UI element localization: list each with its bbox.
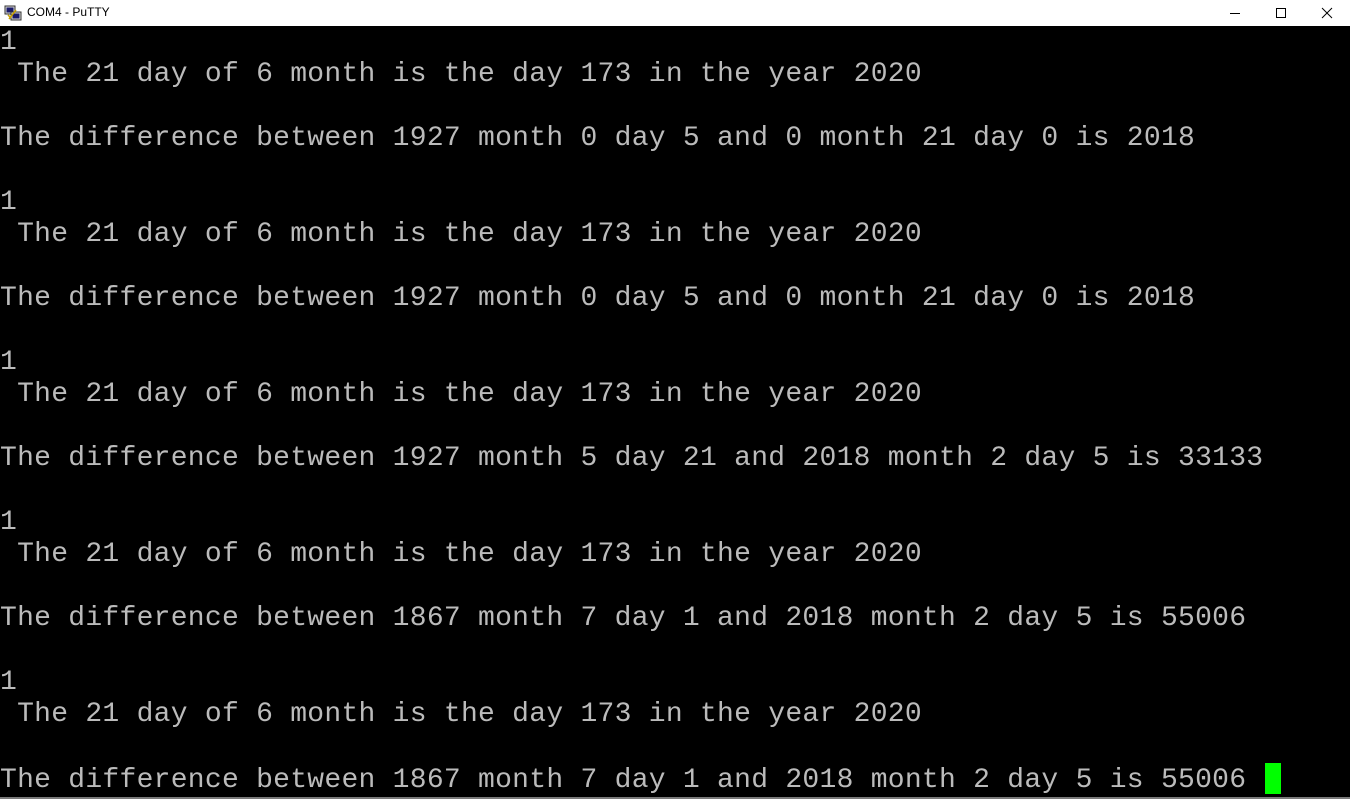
terminal-line: The 21 day of 6 month is the day 173 in … (0, 539, 922, 570)
terminal-line: The difference between 1867 month 7 day … (0, 603, 1247, 634)
close-icon (1321, 7, 1333, 19)
putty-icon[interactable] (4, 4, 22, 22)
terminal-line: The 21 day of 6 month is the day 173 in … (0, 59, 922, 90)
text-cursor (1265, 763, 1282, 794)
terminal-line: 1 (0, 667, 18, 698)
terminal-line: The difference between 1927 month 5 day … (0, 443, 1264, 474)
terminal-line: 1 (0, 187, 18, 218)
close-button[interactable] (1304, 0, 1350, 26)
window-bottom-border (0, 797, 1350, 799)
terminal-last-line: The difference between 1867 month 7 day … (0, 763, 1282, 796)
window-title: COM4 - PuTTY (27, 5, 110, 19)
terminal-line: The 21 day of 6 month is the day 173 in … (0, 699, 922, 730)
title-bar[interactable]: COM4 - PuTTY (0, 0, 1350, 26)
terminal-line: The difference between 1927 month 0 day … (0, 123, 1196, 154)
maximize-icon (1276, 8, 1286, 18)
terminal-line: The difference between 1927 month 0 day … (0, 283, 1196, 314)
terminal-line: The 21 day of 6 month is the day 173 in … (0, 219, 922, 250)
window-controls (1212, 0, 1350, 26)
terminal-line: 1 (0, 27, 18, 58)
maximize-button[interactable] (1258, 0, 1304, 26)
terminal-line: The 21 day of 6 month is the day 173 in … (0, 379, 922, 410)
terminal-line-text: The difference between 1867 month 7 day … (0, 765, 1264, 796)
terminal-line: 1 (0, 507, 18, 538)
terminal-line: 1 (0, 347, 18, 378)
terminal-area[interactable]: 1 The 21 day of 6 month is the day 173 i… (0, 27, 1350, 799)
minimize-icon (1230, 13, 1240, 14)
minimize-button[interactable] (1212, 0, 1258, 26)
